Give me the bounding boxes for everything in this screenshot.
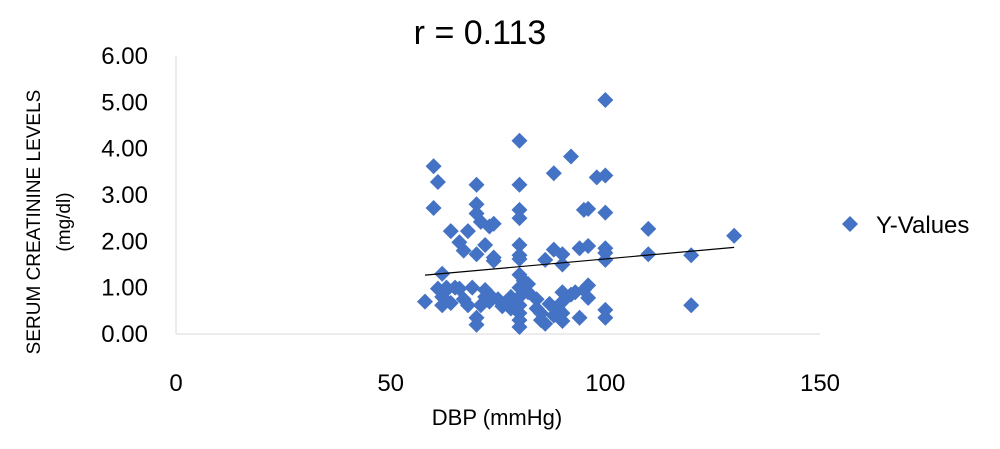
- data-point: [417, 293, 434, 310]
- data-point: [455, 242, 472, 259]
- data-point: [425, 199, 442, 216]
- data-point: [468, 246, 485, 263]
- data-point: [580, 237, 597, 254]
- data-point: [580, 200, 597, 217]
- data-point: [511, 132, 528, 149]
- data-point: [597, 309, 614, 326]
- data-point: [562, 148, 579, 165]
- y-tick-label: 2.00: [101, 228, 148, 255]
- y-axis-title-line-1: SERUM CREATININE LEVELS: [24, 90, 45, 355]
- plot-area: 0 50 100 150 0.00 1.00 2.00 3.00 4.00 5.00 6.00: [101, 43, 840, 397]
- x-tick-label: 50: [377, 370, 404, 397]
- data-point: [597, 92, 614, 109]
- x-tick-label: 0: [169, 370, 182, 397]
- data-point: [429, 174, 446, 191]
- axis-ticks: 0 50 100 150 0.00 1.00 2.00 3.00 4.00 5.00 6.00: [101, 43, 840, 397]
- data-point: [580, 289, 597, 306]
- data-point: [683, 247, 700, 264]
- data-point: [528, 291, 545, 308]
- data-point: [545, 165, 562, 182]
- data-point: [511, 250, 528, 267]
- data-point: [477, 237, 494, 254]
- data-point: [554, 256, 571, 273]
- trendline-group: [424, 246, 735, 276]
- y-axis-title: SERUM CREATININE LEVELS (mg/dl): [24, 90, 75, 355]
- data-point: [537, 315, 554, 332]
- data-point: [726, 227, 743, 244]
- trendline: [424, 246, 735, 276]
- data-point: [640, 246, 657, 263]
- legend-marker-icon: [842, 216, 858, 232]
- data-point: [485, 215, 502, 232]
- y-tick-label: 3.00: [101, 182, 148, 209]
- chart-title: r = 0.113: [414, 14, 547, 52]
- data-point: [511, 319, 528, 336]
- data-point: [683, 297, 700, 314]
- data-point: [425, 158, 442, 175]
- data-point: [464, 279, 481, 296]
- y-tick-label: 0.00: [101, 321, 148, 348]
- x-axis-title: DBP (mmHg): [432, 405, 562, 430]
- data-point: [597, 204, 614, 221]
- y-tick-label: 6.00: [101, 43, 148, 70]
- data-point: [459, 223, 476, 240]
- data-point: [571, 309, 588, 326]
- data-point: [459, 297, 476, 314]
- data-point: [442, 294, 459, 311]
- x-tick-label: 100: [585, 370, 625, 397]
- data-point: [442, 223, 459, 240]
- data-point: [485, 252, 502, 269]
- data-points: [417, 92, 743, 336]
- data-point: [640, 220, 657, 237]
- y-tick-label: 4.00: [101, 136, 148, 163]
- data-point: [511, 201, 528, 218]
- data-point: [468, 196, 485, 213]
- legend-label: Y-Values: [876, 212, 969, 239]
- data-point: [511, 237, 528, 254]
- data-point: [511, 176, 528, 193]
- y-axis-title-line-2: (mg/dl): [54, 192, 75, 251]
- data-point: [468, 309, 485, 326]
- data-point: [580, 277, 597, 294]
- data-point: [597, 251, 614, 268]
- x-tick-label: 150: [800, 370, 840, 397]
- data-point: [468, 176, 485, 193]
- data-point: [511, 210, 528, 227]
- y-tick-label: 5.00: [101, 89, 148, 116]
- legend: Y-Values: [842, 212, 969, 239]
- data-point: [597, 167, 614, 184]
- y-tick-label: 1.00: [101, 275, 148, 302]
- data-point: [507, 293, 524, 310]
- data-point: [520, 275, 537, 292]
- data-point: [554, 313, 571, 330]
- data-point: [554, 246, 571, 263]
